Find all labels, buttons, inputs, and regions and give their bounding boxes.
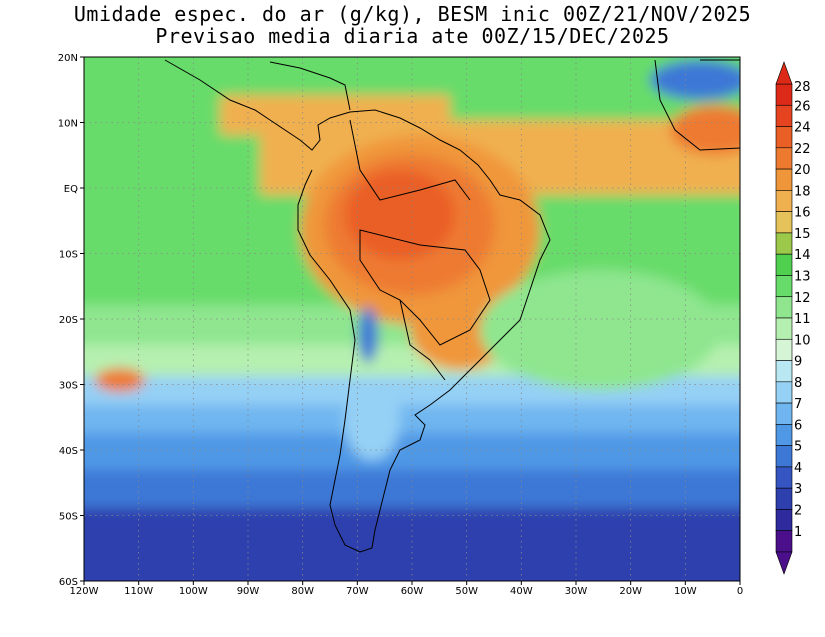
colorbar-label: 24: [794, 121, 811, 136]
lat-tick-label: 30S: [59, 381, 78, 392]
colorbar-label: 20: [794, 163, 811, 178]
colorbar-segment: [775, 402, 793, 425]
colorbar-max-arrow: [775, 61, 793, 85]
lat-tick-label: 40S: [59, 446, 78, 457]
lat-tick-label: 20S: [59, 315, 78, 326]
lon-tick-label: 70W: [346, 586, 369, 597]
colorbar-label: 28: [794, 80, 811, 95]
colorbar-label: 13: [794, 270, 811, 285]
colorbar-label: 5: [794, 440, 802, 455]
colorbar-label: 10: [794, 333, 811, 348]
lon-tick-label: 100W: [179, 586, 208, 597]
lat-tick-label: 20N: [58, 53, 78, 64]
colorbar-segment: [775, 275, 793, 298]
colorbar-label: 3: [794, 482, 802, 497]
colorbar-label: 22: [794, 142, 811, 157]
colorbar-label: 4: [794, 461, 802, 476]
colorbar-label: 7: [794, 397, 802, 412]
lat-tick-label: 10S: [59, 250, 78, 261]
lon-tick-label: 90W: [237, 586, 260, 597]
colorbar-segment: [775, 126, 793, 149]
colorbar-segment: [775, 104, 793, 127]
colorbar-segment: [775, 445, 793, 468]
colorbar-segment: [775, 147, 793, 170]
lon-tick-label: 60W: [401, 586, 424, 597]
colorbar: 28 26 24 22 20 18 16 15 14 13 12 11 10 9 8 7 6 5 4 3 2 1: [775, 61, 811, 575]
lon-tick-label: 50W: [455, 586, 478, 597]
colorbar-segment: [775, 487, 793, 510]
colorbar-segment: [775, 168, 793, 191]
colorbar-segment: [775, 83, 793, 106]
colorbar-segment: [775, 211, 793, 234]
colorbar-label: 12: [794, 291, 811, 306]
lon-tick-label: 80W: [291, 586, 314, 597]
colorbar-segment: [775, 530, 793, 553]
colorbar-label: 6: [794, 418, 802, 433]
lat-tick-label: 50S: [59, 512, 78, 523]
colorbar-label: 11: [794, 312, 811, 327]
lat-tick-label: EQ: [64, 184, 78, 195]
lat-tick-label: 60S: [59, 577, 78, 588]
colorbar-segment: [775, 381, 793, 404]
colorbar-label: 18: [794, 184, 811, 199]
lon-tick-label: 110W: [124, 586, 153, 597]
colorbar-segment: [775, 190, 793, 212]
colorbar-segment: [775, 317, 793, 340]
map-title: Umidade espec. do ar (g/kg), BESM inic 0…: [73, 2, 752, 26]
colorbar-segment: [775, 424, 793, 446]
colorbar-segment: [775, 360, 793, 383]
colorbar-label: 1: [794, 525, 802, 540]
colorbar-min-arrow: [775, 551, 793, 575]
longitude-ticks: 120W 110W 100W 90W 80W 70W 60W 50W 40W 30W 20W 10W 0: [70, 581, 743, 597]
colorbar-label: 15: [794, 227, 811, 242]
lon-tick-label: 20W: [619, 586, 642, 597]
colorbar-segment: [775, 232, 793, 255]
colorbar-segment: [775, 466, 793, 489]
colorbar-segment: [775, 296, 793, 319]
map-subtitle: Previsao media diaria ate 00Z/15/DEC/202…: [155, 24, 670, 48]
coastlines: [164, 59, 741, 553]
lat-tick-label: 10N: [58, 119, 78, 130]
colorbar-segment: [775, 253, 793, 276]
colorbar-label: 14: [794, 248, 811, 263]
latitude-ticks: 20N 10N EQ 10S 20S 30S 40S 50S 60S: [58, 53, 84, 588]
colorbar-label: 9: [794, 355, 802, 370]
lon-tick-label: 40W: [510, 586, 533, 597]
lon-tick-label: 10W: [674, 586, 697, 597]
lon-tick-label: 120W: [70, 586, 99, 597]
lon-tick-label: 0: [737, 586, 743, 597]
colorbar-label: 16: [794, 206, 811, 221]
colorbar-segment: [775, 509, 793, 532]
lon-tick-label: 30W: [565, 586, 588, 597]
colorbar-label: 26: [794, 99, 811, 114]
colorbar-label: 8: [794, 376, 802, 391]
colorbar-segment: [775, 338, 793, 361]
colorbar-label: 2: [794, 504, 802, 519]
